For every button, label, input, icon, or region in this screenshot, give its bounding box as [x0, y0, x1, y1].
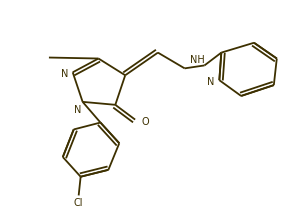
Text: O: O: [141, 116, 149, 127]
Text: N: N: [61, 69, 69, 79]
Text: Cl: Cl: [74, 198, 83, 208]
Text: NH: NH: [190, 55, 205, 65]
Text: N: N: [207, 77, 214, 87]
Text: N: N: [74, 105, 81, 115]
